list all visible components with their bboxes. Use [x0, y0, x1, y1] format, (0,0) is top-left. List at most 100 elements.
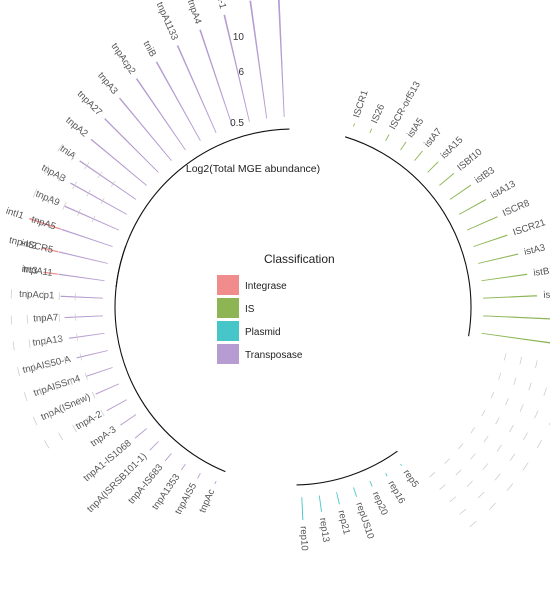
bar-label-isbf10: ISBf10 — [455, 147, 484, 174]
empty-slot-guide — [505, 397, 509, 406]
bar-label-tnpa27: tnpA27 — [75, 89, 104, 118]
empty-slot-guide — [44, 165, 50, 174]
empty-slot-guide — [100, 197, 105, 205]
bar-is26 — [368, 127, 373, 134]
bar-label-tnp-iscr5: tnp-ISCR5 — [8, 235, 54, 256]
empty-slot-guide — [58, 173, 64, 182]
bar-label-tnpaissm4: tnpAISSm4 — [32, 373, 82, 399]
bar-rep10 — [300, 496, 304, 521]
empty-slot-guide — [17, 367, 20, 377]
bar-label-int2: int2 — [20, 238, 38, 252]
bar-ista3 — [477, 252, 520, 265]
legend-label-transposase: Transposase — [245, 350, 303, 361]
bar-tnpacp2 — [135, 77, 187, 152]
bar-tnpa1353 — [180, 462, 187, 472]
group-arc-transposase — [114, 128, 290, 473]
empty-slot-guide — [28, 339, 31, 349]
bar-tnib — [154, 60, 202, 142]
bar-label-rep5: rep5 — [401, 468, 421, 490]
bar-rep21 — [335, 491, 341, 506]
bar-label-iscr21: ISCR21 — [512, 217, 547, 238]
bar-label-rep20: rep20 — [370, 490, 390, 517]
bar-iscr21 — [472, 233, 509, 248]
bar-label-tnpa5: tnpA5 — [30, 214, 57, 232]
empty-slot-guide — [496, 444, 502, 452]
empty-slot-guide — [91, 391, 96, 399]
empty-slot-guide — [504, 353, 507, 361]
empty-slot-guide — [513, 377, 517, 386]
empty-slot-guide — [23, 392, 28, 402]
group-arc-plasmid — [296, 450, 398, 486]
bar-is91 — [480, 332, 550, 345]
legend-label-plasmid: Plasmid — [245, 327, 281, 338]
y-tick-top: 10 — [233, 32, 245, 43]
bar-label-istb3: istB3 — [473, 165, 497, 186]
empty-slot-guide — [483, 435, 489, 443]
empty-slot-guide — [481, 409, 486, 417]
bar-tnia — [78, 159, 138, 201]
bar-iscr-orf513 — [384, 133, 391, 142]
bar-label-tnpa9: tnpA9 — [34, 189, 61, 209]
bar-tnpa13 — [68, 332, 106, 340]
bar-rep16 — [384, 472, 389, 478]
bar-tnpa-isnew — [94, 382, 120, 396]
empty-slot-guide — [519, 356, 522, 365]
bar-label-rep16: rep16 — [385, 479, 407, 506]
empty-slot-guide — [470, 427, 476, 434]
bar-label-ista7: istA7 — [422, 126, 444, 149]
bar-tnpa-2 — [105, 398, 128, 412]
empty-slot-guide — [44, 440, 50, 449]
empty-slot-guide — [498, 372, 502, 380]
legend-label-is: IS — [245, 304, 255, 315]
empty-slot-guide — [522, 462, 529, 471]
bar-label-rep21: rep21 — [335, 509, 351, 535]
empty-slot-guide — [72, 424, 77, 433]
empty-slot-guide — [470, 453, 476, 460]
empty-slot-guide — [495, 417, 500, 425]
group-arc-integrase — [115, 245, 127, 288]
empty-slot-guide — [39, 387, 43, 396]
axis-title: Log2(Total MGE abundance) — [186, 163, 320, 175]
y-tick-bottom: 0.5 — [230, 118, 244, 129]
empty-slot-guide — [548, 422, 550, 426]
bar-label-tnpab: tnpAB — [39, 162, 67, 184]
empty-slot-guide — [97, 171, 103, 179]
bar-label-repus10: repUS10 — [353, 501, 375, 540]
empty-slot-guide — [455, 469, 462, 476]
empty-slot-guide — [86, 189, 91, 197]
bar-tnpa-3 — [119, 413, 138, 427]
empty-slot-guide — [100, 409, 105, 417]
legend-swatch-transposase — [217, 344, 239, 364]
empty-slot-guide — [32, 416, 38, 426]
legend-swatch-integrase — [217, 275, 239, 295]
empty-slot-guide — [72, 181, 77, 190]
bar-label-ista: istA — [543, 289, 550, 301]
empty-slot-guide — [84, 372, 88, 380]
bar-tnpab — [69, 181, 128, 216]
bar-label-ista3: istA3 — [523, 242, 546, 258]
empty-slot-guide — [44, 337, 47, 346]
empty-slot-guide — [506, 483, 514, 491]
empty-slot-guide — [79, 353, 82, 361]
empty-slot-guide — [536, 440, 542, 449]
empty-slot-guide — [32, 188, 38, 198]
bar-label-tnpacp2: tnpAcp2 — [109, 41, 138, 76]
bar-tnpacp1 — [59, 295, 104, 300]
bar-label-tnpa4: tnpA4 — [185, 0, 204, 26]
bar-ista5 — [399, 140, 408, 152]
empty-slot-guide — [64, 356, 67, 365]
bars-layer — [28, 0, 550, 521]
bar-iscr1 — [352, 122, 356, 128]
bar-rep5 — [399, 462, 403, 467]
y-tick-mid: 6 — [238, 67, 244, 78]
bar-label-int3: int3 — [21, 264, 38, 277]
bar-label-iscr8: ISCR8 — [501, 198, 531, 219]
empty-slot-guide — [509, 424, 514, 433]
empty-slot-guide — [62, 202, 67, 210]
bar-label-ista15: istA15 — [439, 135, 466, 162]
bar-tnpais5 — [196, 472, 202, 480]
bar-label-tnpac: tnpAc — [197, 487, 217, 514]
bar-rep20 — [368, 480, 374, 488]
bar-label-tnpais5: tnpAIS5 — [173, 481, 199, 516]
